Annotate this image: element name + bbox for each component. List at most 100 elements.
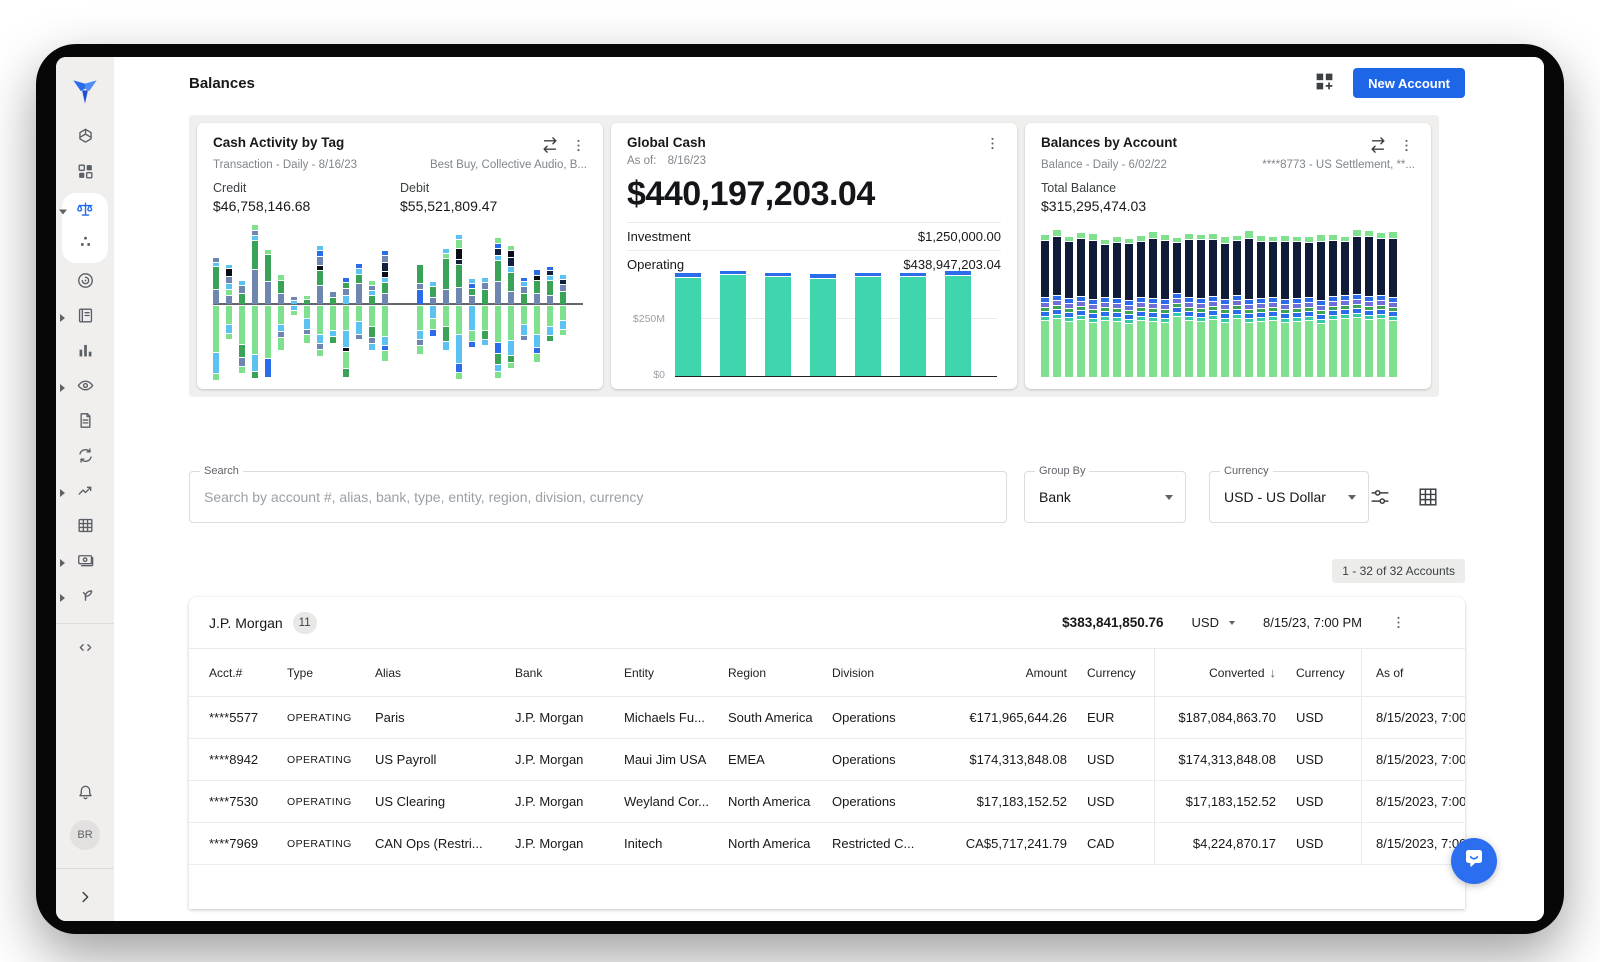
column-header-acct[interactable]: Acct.# [209, 665, 243, 680]
kebab-menu-icon[interactable] [1390, 614, 1407, 631]
card-period: Transaction - Daily - 8/16/23 [213, 159, 358, 171]
caret-right-icon [60, 558, 65, 567]
table-header-row: Acct.# Type Alias Bank Entity Region Division A… [189, 649, 1465, 697]
bar-chart-icon [76, 341, 95, 365]
table-row[interactable]: ****8942 OPERATING US Payroll J.P. Morgan Ma… [189, 739, 1465, 781]
sidebar-expand-button[interactable] [56, 877, 114, 921]
sidebar-item-trend[interactable] [56, 475, 114, 510]
filter-settings-button[interactable] [1369, 486, 1391, 508]
column-header-converted[interactable]: Converted ↓ [1154, 649, 1276, 696]
add-widget-button[interactable] [1314, 71, 1335, 95]
search-input[interactable] [190, 472, 1006, 522]
chart-bar [945, 271, 971, 376]
app-window: BR Balances New Account [56, 57, 1544, 921]
sidebar-item-developer[interactable] [56, 632, 114, 667]
sidebar-item-document[interactable] [56, 405, 114, 440]
sidebar: BR [56, 57, 114, 921]
column-header-as-of[interactable]: As of [1361, 649, 1465, 696]
chart-bar [1329, 234, 1337, 377]
sidebar-item-dots[interactable] [62, 228, 108, 261]
column-header-currency[interactable]: Currency [1087, 665, 1136, 680]
credit-label: Credit [213, 181, 247, 195]
group-currency-dropdown[interactable]: USD [1192, 615, 1235, 630]
kebab-menu-icon[interactable] [984, 135, 1001, 152]
cell-acct: ****7969 [209, 836, 259, 851]
page-title: Balances [189, 74, 255, 92]
debit-label: Debit [400, 181, 430, 195]
sidebar-item-eye[interactable] [56, 370, 114, 405]
column-header-entity[interactable]: Entity [624, 665, 655, 680]
table-row[interactable]: ****7969 OPERATING CAN Ops (Restri... J.P. … [189, 823, 1465, 865]
currency-select[interactable]: Currency USD - US Dollar [1209, 465, 1369, 523]
chart-bar [430, 226, 436, 382]
cell-bank: J.P. Morgan [515, 794, 584, 809]
balances-by-account-card: Balances by Account Balance - Daily - 6/… [1025, 123, 1431, 389]
column-header-type[interactable]: Type [287, 665, 314, 680]
cash-activity-card: Cash Activity by Tag Transaction - Daily… [197, 123, 603, 389]
chart-bar [1125, 238, 1133, 377]
chart-bar [1353, 229, 1361, 377]
column-header-alias[interactable]: Alias [375, 665, 402, 680]
kebab-menu-icon[interactable] [1398, 137, 1415, 154]
sidebar-item-sync[interactable] [56, 440, 114, 475]
chat-support-button[interactable] [1451, 838, 1497, 884]
cell-region: EMEA [728, 752, 765, 767]
sidebar-item-plant[interactable] [56, 580, 114, 615]
card-tags: Best Buy, Collective Audio, B... [429, 159, 587, 171]
chart-bar [1317, 234, 1325, 377]
group-by-select[interactable]: Group By Bank [1024, 465, 1186, 523]
sidebar-item-table[interactable] [56, 510, 114, 545]
avatar[interactable]: BR [70, 820, 100, 850]
caret-right-icon [60, 488, 65, 497]
card-title: Global Cash [627, 135, 706, 150]
global-cash-card: Global Cash As of: 8/16/23 $440,197,203.… [611, 123, 1017, 389]
chart-bar [343, 226, 349, 382]
column-header-division[interactable]: Division [832, 665, 875, 680]
modern-treasury-logo-icon[interactable] [70, 77, 100, 107]
bank-group-count-badge: 11 [292, 611, 317, 634]
cell-converted: $17,183,152.52 [1154, 781, 1276, 822]
sidebar-item-gauge[interactable] [56, 265, 114, 300]
balances-by-account-chart [1041, 226, 1415, 377]
column-header-amount[interactable]: Amount [1025, 665, 1067, 680]
cell-as-of: 8/15/2023, 7:00 PM [1361, 739, 1465, 780]
cell-converted-currency: USD [1296, 710, 1324, 725]
sidebar-item-cash[interactable] [56, 545, 114, 580]
chart-bar [1269, 236, 1277, 377]
grid-view-button[interactable] [1417, 486, 1439, 508]
sidebar-item-bar-chart[interactable] [56, 335, 114, 370]
ledger-icon [76, 306, 95, 330]
new-account-button[interactable]: New Account [1353, 68, 1465, 98]
sidebar-item-dashboard[interactable] [56, 156, 114, 191]
global-cash-total: $440,197,203.04 [627, 175, 875, 213]
cell-region: North America [728, 794, 811, 809]
cell-bank: J.P. Morgan [515, 710, 584, 725]
chart-bar [1281, 235, 1289, 377]
sidebar-item-gem[interactable] [56, 121, 114, 156]
cell-region: South America [728, 710, 813, 725]
notifications-button[interactable] [56, 777, 114, 812]
bank-group-header: J.P. Morgan 11 $383,841,850.76 USD 8/15/… [189, 597, 1465, 649]
credit-value: $46,758,146.68 [213, 198, 311, 214]
cell-type: OPERATING [287, 753, 352, 766]
column-header-region[interactable]: Region [728, 665, 767, 680]
swap-axes-icon[interactable] [540, 135, 560, 155]
column-header-bank[interactable]: Bank [515, 665, 543, 680]
cell-amount: €171,965,644.26 [969, 710, 1067, 725]
swap-axes-icon[interactable] [1368, 135, 1388, 155]
chart-bar [1209, 233, 1217, 377]
sidebar-item-ledger[interactable] [56, 300, 114, 335]
cell-bank: J.P. Morgan [515, 836, 584, 851]
trend-icon [76, 481, 95, 505]
chart-bar [1341, 236, 1349, 377]
table-row[interactable]: ****5577 OPERATING Paris J.P. Morgan Michael… [189, 697, 1465, 739]
kebab-menu-icon[interactable] [570, 137, 587, 154]
sidebar-item-scale[interactable] [59, 195, 108, 228]
card-accounts: ****8773 - US Settlement, **... [1262, 159, 1415, 171]
sort-desc-icon: ↓ [1269, 665, 1277, 680]
table-row[interactable]: ****7530 OPERATING US Clearing J.P. Morgan W… [189, 781, 1465, 823]
column-header-converted-currency[interactable]: Currency [1296, 665, 1345, 680]
gem-icon [76, 127, 95, 151]
breakdown-value: $1,250,000.00 [917, 229, 1001, 244]
cell-amount: $17,183,152.52 [976, 794, 1067, 809]
